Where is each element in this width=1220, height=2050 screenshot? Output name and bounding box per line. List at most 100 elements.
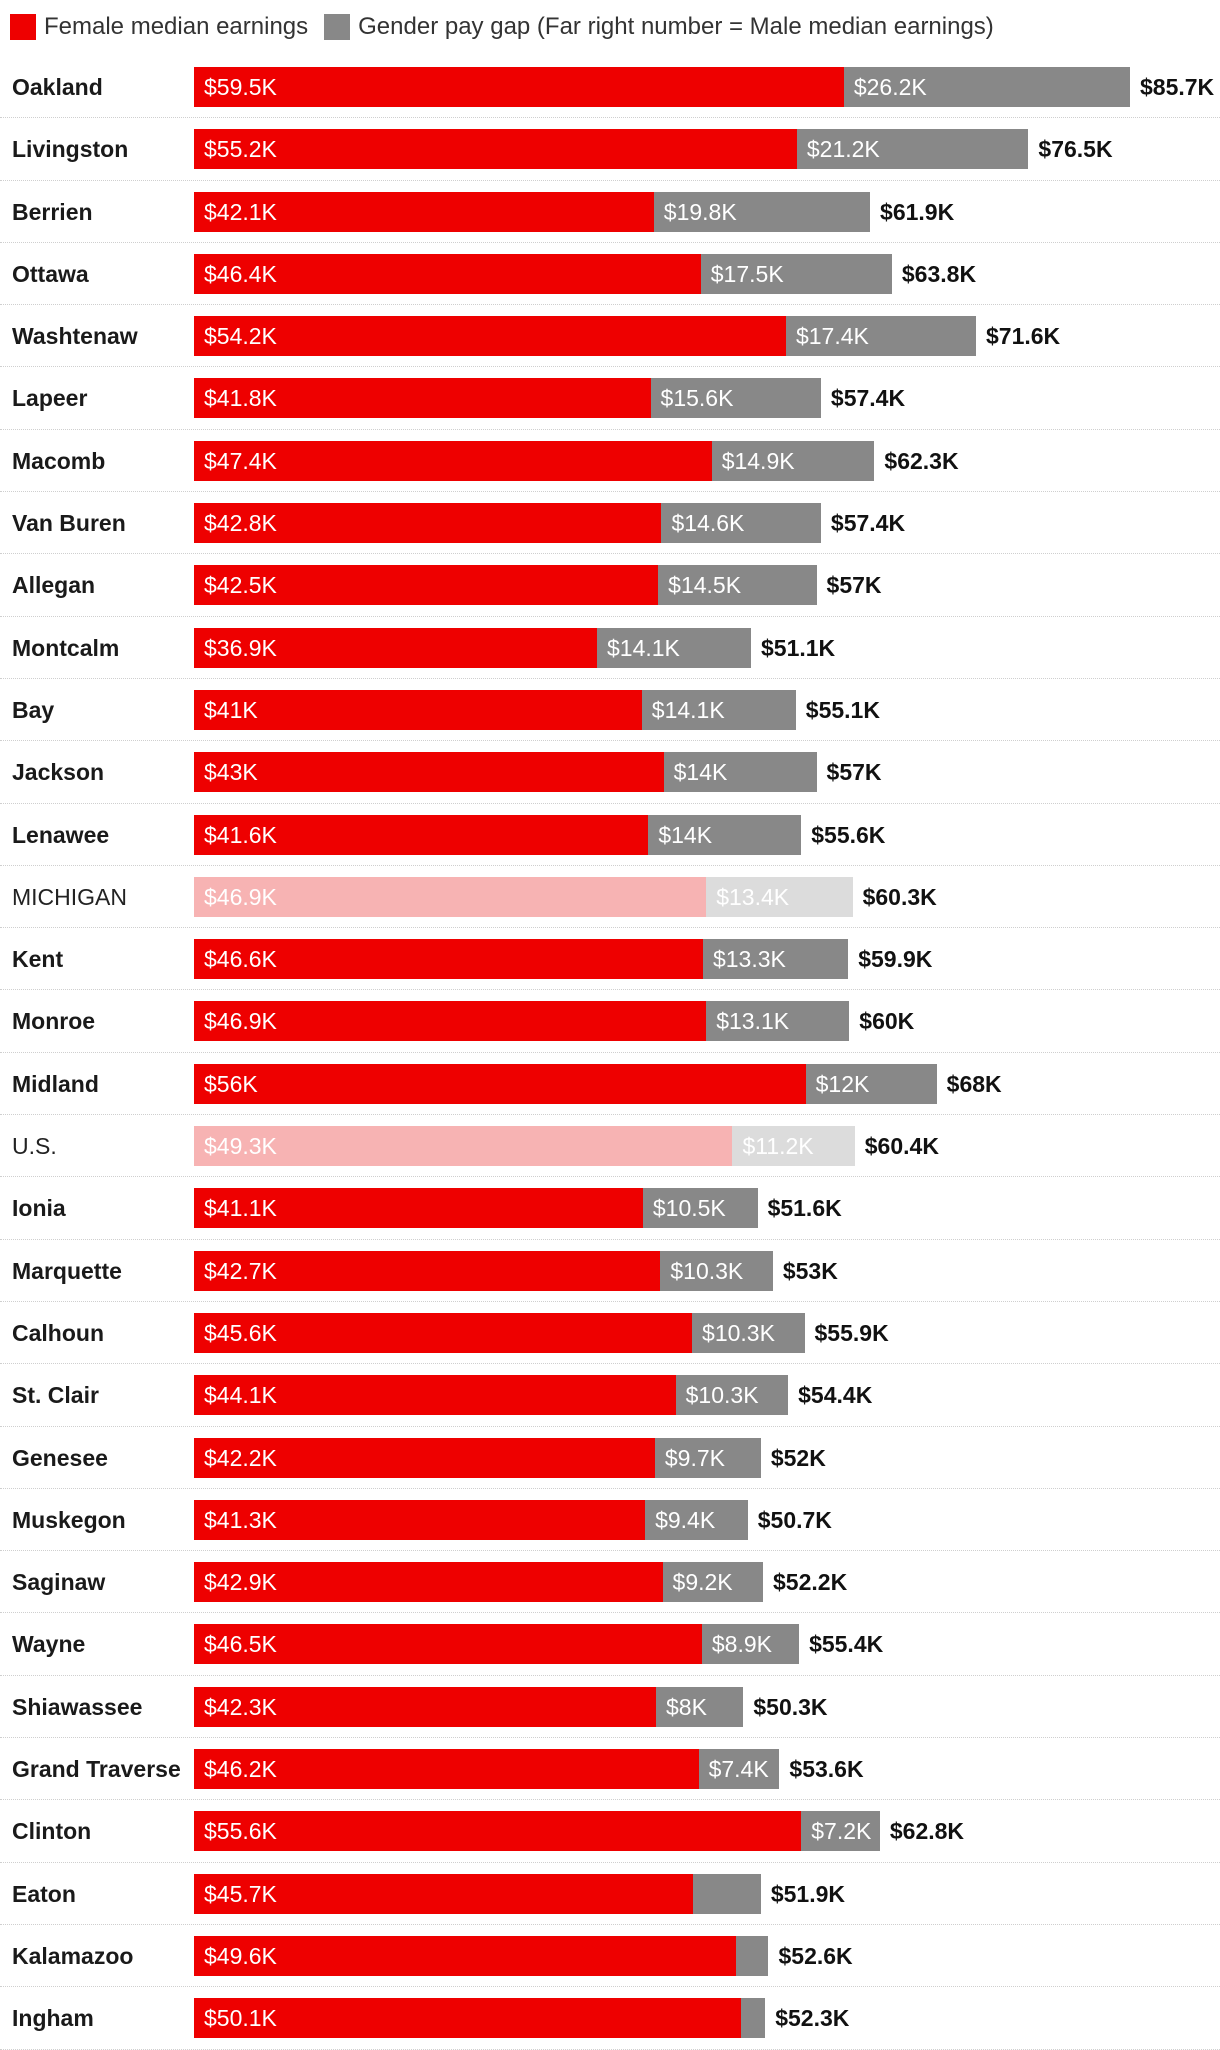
row-label: Ionia xyxy=(12,1195,66,1222)
bar-female-value: $42.9K xyxy=(204,1569,277,1596)
row-label: Shiawassee xyxy=(12,1693,143,1720)
bar-row: Washtenaw $54.2K $17.4K $71.6K xyxy=(0,305,1220,368)
bar-female: $54.2K xyxy=(194,316,786,357)
row-label: Marquette xyxy=(12,1257,122,1284)
row-label: Muskegon xyxy=(12,1506,126,1533)
bar-female: $50.1K xyxy=(194,1998,742,2039)
row-label: Eaton xyxy=(12,1880,76,1907)
bar-row: Macomb $47.4K $14.9K $62.3K xyxy=(0,430,1220,493)
male-earnings-value: $51.9K xyxy=(770,1880,845,1907)
row-label: Wayne xyxy=(12,1631,86,1658)
bar-row: Genesee $42.2K $9.7K $52K xyxy=(0,1427,1220,1489)
bar-gap: $9.4K xyxy=(645,1499,748,1540)
bar-row: Marquette $42.7K $10.3K $53K xyxy=(0,1240,1220,1302)
bar-gap-value: $19.8K xyxy=(663,198,737,225)
bar-row: Ingham $50.1K $52.3K xyxy=(0,1987,1220,2050)
row-label: Livingston xyxy=(12,136,129,163)
row-label: Montcalm xyxy=(12,634,120,661)
bar-female-value: $59.5K xyxy=(204,74,277,100)
bar-gap-value: $17.5K xyxy=(710,260,784,287)
row-label: Berrien xyxy=(12,198,93,225)
row-label: Lapeer xyxy=(12,385,88,412)
bar-row: Jackson $43K $14K $57K xyxy=(0,741,1220,804)
bar-row: Shiawassee $42.3K $8K $50.3K xyxy=(0,1676,1220,1739)
legend-label-female: Female median earnings xyxy=(44,13,309,40)
bar-female-value: $42.7K xyxy=(204,1257,277,1284)
male-earnings-value: $54.4K xyxy=(798,1382,873,1409)
bar-gap: $7.2K xyxy=(801,1811,880,1852)
legend-item-gap: Gender pay gap (Far right number = Male … xyxy=(324,13,994,41)
male-earnings-value: $51.6K xyxy=(767,1195,842,1222)
male-earnings-value: $55.1K xyxy=(805,696,880,723)
bar-gap: $10.3K xyxy=(692,1312,805,1353)
bar-gap: $8.9K xyxy=(701,1624,800,1665)
male-earnings-value: $71.6K xyxy=(986,323,1061,350)
bar-female-value: $42.1K xyxy=(204,198,277,225)
bar-gap-value: $8.9K xyxy=(711,1631,772,1658)
row-label: Grand Traverse xyxy=(12,1756,181,1783)
bar-female-value: $42.2K xyxy=(204,1444,277,1471)
bar-row: Midland $56K $12K $68K xyxy=(0,1053,1220,1116)
bar-female-value: $47.4K xyxy=(204,447,277,474)
male-earnings-value: $60.3K xyxy=(862,883,937,910)
bar-female-value: $41.6K xyxy=(204,821,277,848)
bar-female: $55.6K xyxy=(194,1811,802,1852)
male-earnings-value: $63.8K xyxy=(901,260,977,287)
bar-row: Saginaw $42.9K $9.2K $52.2K xyxy=(0,1551,1220,1614)
male-earnings-value: $55.4K xyxy=(809,1631,884,1658)
bar-row: Clinton $55.6K $7.2K $62.8K xyxy=(0,1800,1220,1863)
bar-gap-value: $14.6K xyxy=(671,510,745,537)
male-earnings-value: $55.6K xyxy=(811,821,886,848)
bar-female-value: $49.3K xyxy=(204,1133,277,1160)
male-earnings-value: $62.8K xyxy=(889,1818,965,1845)
bar-female-value: $55.2K xyxy=(204,136,277,163)
bar-female: $41.8K xyxy=(194,378,651,419)
row-label: Clinton xyxy=(12,1818,92,1845)
bar-row: St. Clair $44.1K $10.3K $54.4K xyxy=(0,1364,1220,1427)
row-label: Lenawee xyxy=(12,821,110,848)
bar-gap-value: $11.2K xyxy=(742,1133,814,1160)
bar-row: Calhoun $45.6K $10.3K $55.9K xyxy=(0,1302,1220,1365)
legend-label-gap: Gender pay gap (Far right number = Male … xyxy=(358,13,994,40)
bar-row: U.S. $49.3K $11.2K $60.4K xyxy=(0,1115,1220,1178)
bar-female-value: $46.6K xyxy=(204,946,277,973)
bar-gap: $21.2K xyxy=(796,129,1029,170)
bar-gap: $14.9K xyxy=(711,440,875,481)
legend-swatch-female xyxy=(10,14,36,40)
bar-female: $59.5K xyxy=(194,67,844,107)
bar-row: Livingston $55.2K $21.2K $76.5K xyxy=(0,118,1220,181)
male-earnings-value: $57K xyxy=(826,759,882,786)
row-label: U.S. xyxy=(12,1133,57,1160)
bar-row: Berrien $42.1K $19.8K $61.9K xyxy=(0,181,1220,243)
bar-female: $45.7K xyxy=(194,1873,694,1914)
bar-gap: $14K xyxy=(663,752,817,793)
bar-female: $45.6K xyxy=(194,1312,693,1353)
bar-gap: $14K xyxy=(648,814,802,855)
bar-gap-value: $7.2K xyxy=(811,1818,872,1845)
bar-gap: $14.5K xyxy=(658,565,817,606)
male-earnings-value: $57K xyxy=(826,572,882,599)
bar-row: Ionia $41.1K $10.5K $51.6K xyxy=(0,1177,1220,1240)
male-earnings-value: $50.7K xyxy=(757,1506,832,1533)
bar-row: Lenawee $41.6K $14K $55.6K xyxy=(0,804,1220,866)
bar-row: Montcalm $36.9K $14.1K $51.1K xyxy=(0,617,1220,679)
bar-row: Grand Traverse $46.2K $7.4K $53.6K xyxy=(0,1738,1220,1801)
bar-female: $42.2K xyxy=(194,1437,655,1478)
legend: Female median earnings Gender pay gap (F… xyxy=(10,12,994,42)
bar-female: $49.6K xyxy=(194,1935,736,1976)
bar-gap: $17.5K xyxy=(700,253,892,294)
bar-gap: $17.4K xyxy=(785,316,976,357)
bar-gap: $9.7K xyxy=(654,1437,761,1478)
bar-gap: $10.3K xyxy=(675,1375,789,1416)
legend-swatch-gap xyxy=(324,14,351,40)
bar-female: $42.9K xyxy=(194,1562,663,1603)
bar-female-value: $42.5K xyxy=(204,572,277,599)
bar-female-value: $54.2K xyxy=(204,323,277,350)
bar-female-value: $46.9K xyxy=(204,1008,277,1035)
row-label: Jackson xyxy=(12,759,105,786)
male-earnings-value: $52K xyxy=(770,1444,826,1471)
bar-gap: $9.2K xyxy=(662,1562,763,1603)
row-label: Midland xyxy=(12,1070,99,1097)
bar-gap: $13.1K xyxy=(706,1001,850,1042)
